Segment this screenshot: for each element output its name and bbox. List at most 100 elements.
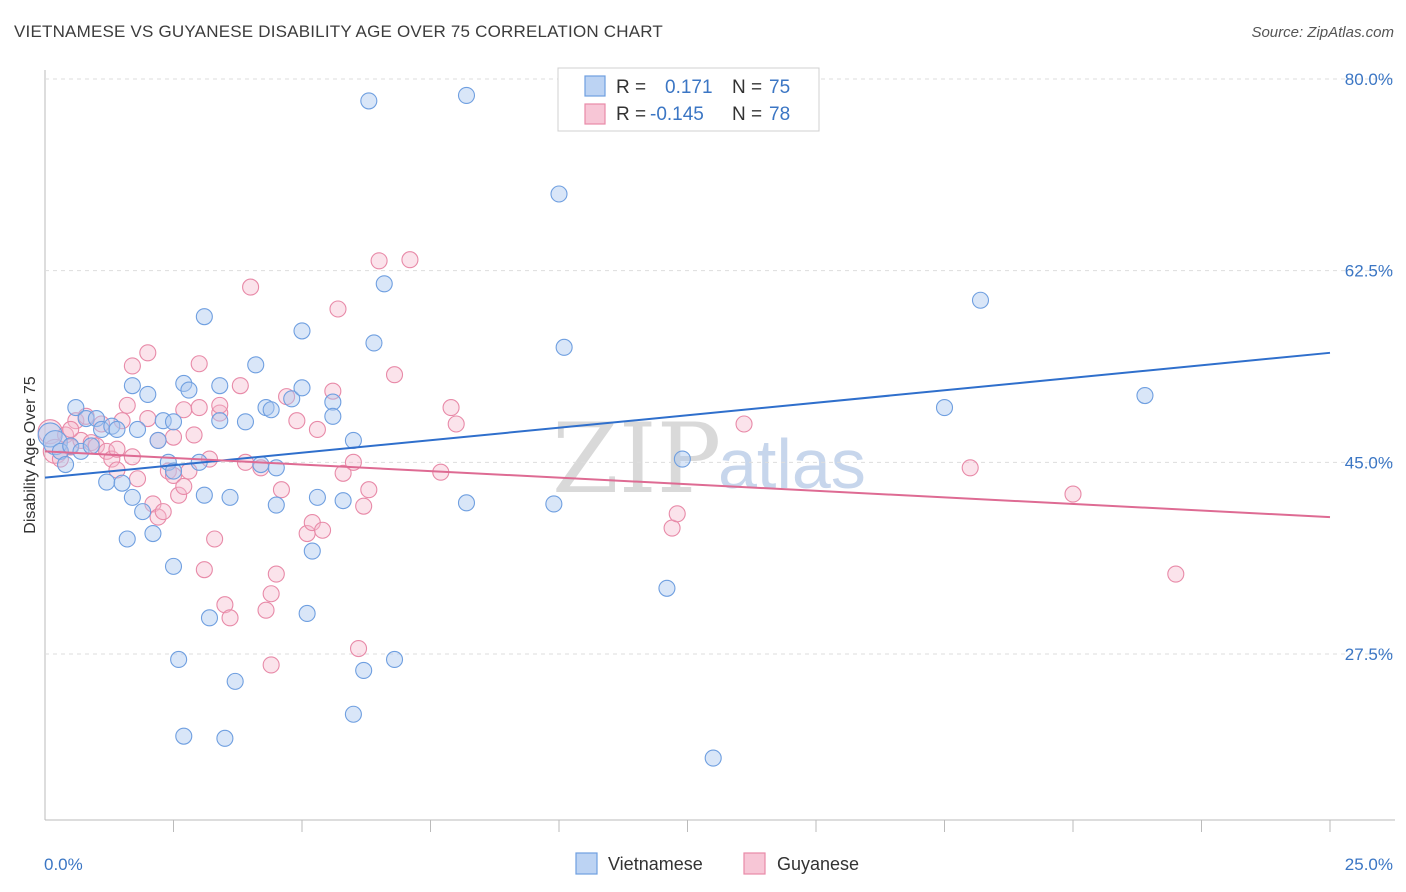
- guyanese-points: [37, 251, 1185, 674]
- vietnamese-point: [175, 727, 193, 745]
- guyanese-point: [164, 466, 183, 485]
- vietnamese-point: [139, 385, 157, 403]
- x-tick-label-right: 25.0%: [1345, 855, 1393, 874]
- guyanese-point: [170, 486, 188, 504]
- vietnamese-point: [555, 338, 573, 356]
- legend-r-value-vietnamese: 0.171: [665, 77, 713, 98]
- vietnamese-point: [42, 430, 68, 456]
- guyanese-point: [735, 415, 753, 433]
- guyanese-point: [128, 470, 147, 488]
- guyanese-point: [385, 366, 404, 384]
- vietnamese-point: [236, 413, 255, 431]
- guyanese-point: [334, 464, 352, 482]
- guyanese-point: [175, 477, 193, 495]
- vietnamese-point: [164, 462, 183, 480]
- vietnamese-point: [128, 420, 147, 439]
- vietnamese-point: [293, 322, 311, 340]
- guyanese-point: [206, 530, 224, 548]
- vietnamese-point: [355, 661, 373, 679]
- guyanese-point: [118, 396, 136, 414]
- vietnamese-point: [113, 474, 131, 492]
- guyanese-point: [216, 596, 234, 614]
- vietnamese-point: [92, 420, 111, 439]
- guyanese-point: [1167, 565, 1185, 583]
- vietnamese-point: [98, 473, 116, 491]
- vietnamese-point: [108, 420, 126, 439]
- guyanese-point: [272, 481, 290, 499]
- vietnamese-point: [144, 524, 162, 543]
- guyanese-point: [668, 505, 686, 523]
- guyanese-point: [308, 420, 326, 439]
- guyanese-point: [123, 357, 141, 375]
- vietnamese-point: [262, 401, 280, 419]
- bottom-legend-swatch-guyanese: [743, 852, 766, 875]
- y-tick-labels: 80.0% 62.5% 45.0% 27.5%: [1345, 70, 1393, 664]
- trend-lines: [44, 351, 1331, 519]
- guyanese-point: [401, 251, 419, 269]
- guyanese-point: [154, 503, 172, 521]
- guyanese-point: [267, 565, 285, 583]
- vietnamese-point: [57, 455, 75, 474]
- guyanese-point: [139, 344, 157, 362]
- guyanese-point: [108, 440, 126, 458]
- vietnamese-point: [344, 705, 362, 723]
- guyanese-point: [190, 399, 208, 417]
- vietnamese-point: [1136, 386, 1154, 405]
- guyanese-point: [195, 561, 213, 579]
- guyanese-point: [961, 459, 979, 477]
- guyanese-point: [447, 415, 465, 433]
- guyanese-point: [663, 519, 681, 537]
- vietnamese-point: [324, 393, 342, 411]
- vietnamese-point: [457, 86, 476, 104]
- guyanese-point: [113, 412, 131, 430]
- legend-r-label-guyanese: R =: [616, 104, 646, 125]
- vietnamese-point: [303, 542, 321, 560]
- x-tick-label-left: 0.0%: [44, 855, 83, 874]
- guyanese-point: [211, 396, 229, 414]
- y-tick-label: 80.0%: [1345, 70, 1393, 89]
- guyanese-point: [314, 521, 332, 539]
- legend-swatch-guyanese: [584, 103, 606, 125]
- guyanese-point: [67, 412, 85, 430]
- legend-n-label-guyanese: N =: [732, 104, 762, 125]
- chart-title: VIETNAMESE VS GUYANESE DISABILITY AGE OV…: [14, 22, 664, 41]
- vietnamese-point: [308, 488, 326, 506]
- vietnamese-point: [385, 650, 404, 669]
- vietnamese-point: [211, 412, 229, 430]
- legend-r-label-vietnamese: R =: [616, 77, 646, 98]
- vietnamese-point: [67, 399, 85, 417]
- legend-n-label-vietnamese: N =: [732, 77, 762, 98]
- vietnamese-point: [252, 455, 270, 474]
- guyanese-point: [1064, 485, 1082, 503]
- guyanese-trend-line: [44, 450, 1331, 519]
- y-tick-label: 62.5%: [1345, 262, 1393, 281]
- vietnamese-point: [658, 579, 676, 597]
- watermark-zip: ZIP: [552, 403, 721, 515]
- vietnamese-point: [550, 185, 568, 203]
- guyanese-point: [349, 639, 368, 658]
- vietnamese-point: [457, 494, 476, 512]
- guyanese-point: [370, 252, 388, 270]
- y-axis-title: Disability Age Over 75: [22, 376, 39, 534]
- vietnamese-point: [334, 492, 352, 510]
- vietnamese-point: [935, 399, 954, 417]
- guyanese-point: [262, 656, 280, 674]
- vietnamese-point: [545, 495, 563, 513]
- vietnamese-point: [72, 442, 90, 460]
- vietnamese-point: [221, 488, 239, 506]
- guyanese-point: [257, 601, 275, 619]
- legend-n-value-vietnamese: 75: [769, 77, 790, 98]
- vietnamese-trend-line: [44, 351, 1331, 479]
- vietnamese-point: [134, 503, 152, 521]
- guyanese-point: [242, 278, 260, 296]
- vietnamese-point: [123, 488, 141, 506]
- guyanese-point: [355, 497, 373, 515]
- vietnamese-point: [82, 437, 100, 455]
- guyanese-point: [221, 609, 239, 627]
- legend-r-value-guyanese: -0.145: [650, 104, 704, 125]
- bottom-legend-label-vietnamese: Vietnamese: [608, 854, 703, 874]
- vietnamese-point: [298, 604, 316, 623]
- vietnamese-point: [164, 557, 183, 575]
- guyanese-point: [164, 428, 183, 446]
